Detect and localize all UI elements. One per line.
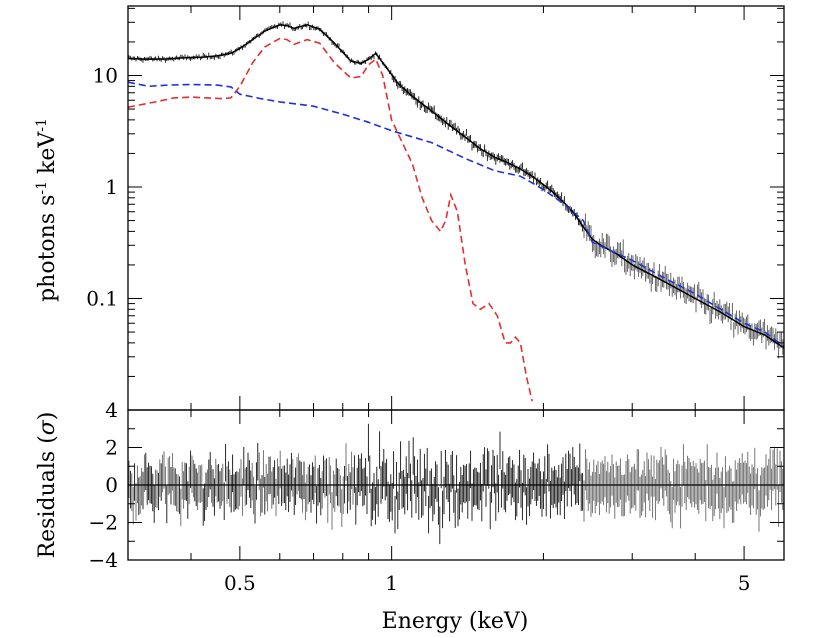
y-tick-label-residuals: 4 — [105, 398, 118, 422]
y-tick-label-spectrum: 10 — [93, 63, 118, 87]
series-line-thermal — [128, 37, 533, 402]
x-tick-label: 0.5 — [224, 571, 256, 595]
x-tick-label: 1 — [385, 571, 398, 595]
x-axis-title: Energy (keV) — [382, 609, 529, 634]
y-tick-label-residuals: −4 — [89, 548, 118, 572]
spectrum-data-points — [128, 21, 784, 359]
residual-points — [128, 423, 784, 545]
series-line-power-law — [128, 81, 784, 348]
y-tick-label-spectrum: 1 — [105, 175, 118, 199]
y-tick-label-spectrum: 0.1 — [86, 286, 118, 310]
y-tick-label-residuals: 0 — [105, 473, 118, 497]
x-tick-label: 5 — [738, 571, 751, 595]
y-tick-label-residuals: −2 — [89, 511, 118, 535]
series-line-total-model — [128, 24, 784, 349]
spectrum-panel: 0.1 1 10 — [86, 5, 785, 411]
y-tick-label-residuals: 2 — [105, 436, 118, 460]
y-axis-title-spectrum: photons s-1 keV-1 — [34, 118, 60, 302]
y-axis-title-residuals: Residuals (σ) — [35, 412, 60, 559]
residuals-panel: −4 −2 0 2 4 0.5 1 5 — [89, 398, 785, 595]
